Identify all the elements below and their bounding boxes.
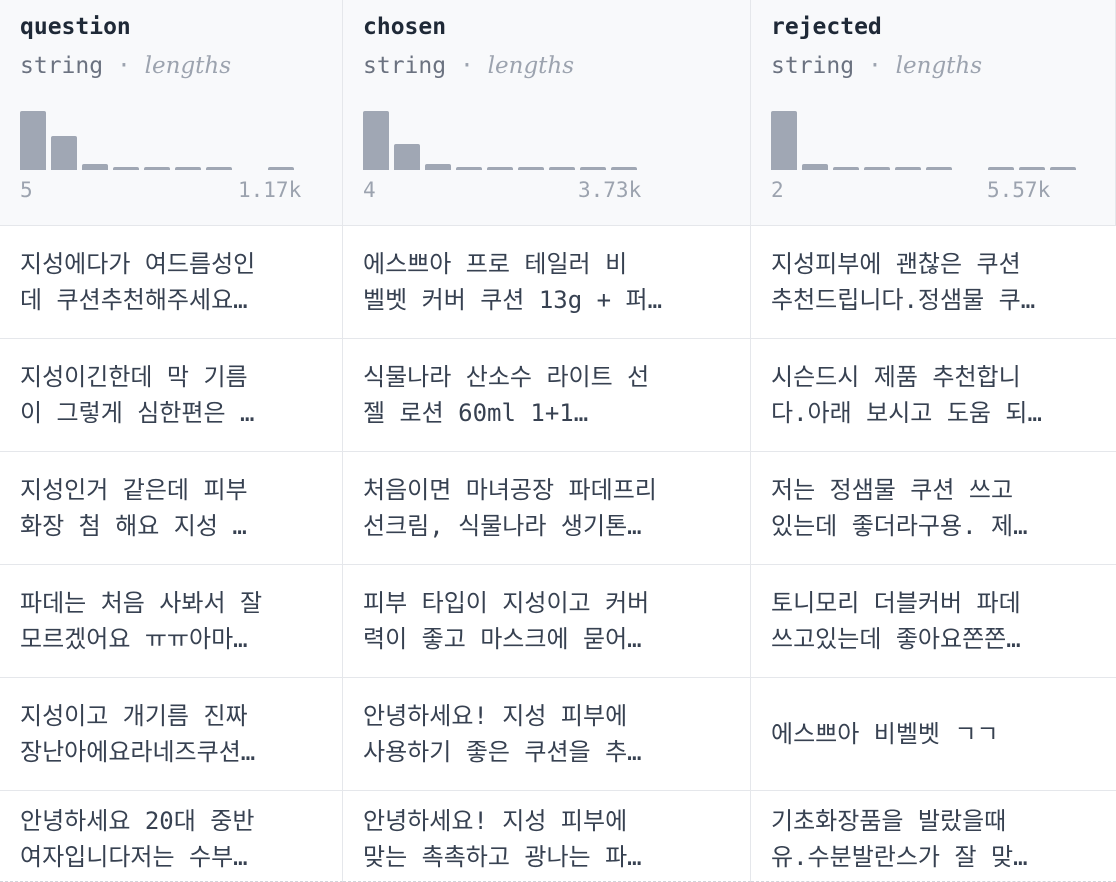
lengths-label: lengths [895, 53, 983, 79]
histogram-bar[interactable] [864, 167, 890, 170]
histogram-max: 1.17k [238, 178, 302, 202]
cell-text: 토니모리 더블커버 파데 쓰고있는데 좋아요쫀쫀… [771, 589, 1021, 653]
cell-text: 지성인거 같은데 피부 화장 첨 해요 지성 … [20, 476, 248, 540]
table-cell-rejected[interactable]: 토니모리 더블커버 파데 쓰고있는데 좋아요쫀쫀… [751, 565, 1116, 678]
cell-text: 지성피부에 괜찮은 쿠션 추천드립니다.정샘물 쿠… [771, 250, 1036, 314]
type-separator: · [116, 53, 131, 79]
histogram-bar[interactable] [802, 164, 828, 170]
histogram-bar[interactable] [833, 167, 859, 170]
histogram-bar[interactable] [20, 111, 46, 170]
histogram-bar[interactable] [51, 136, 77, 170]
column-header-question[interactable]: question string · lengths 5 1.17k [0, 0, 343, 226]
column-type: string · lengths [20, 53, 231, 79]
histogram-bar[interactable] [363, 111, 389, 170]
table-cell-question[interactable]: 지성인거 같은데 피부 화장 첨 해요 지성 … [0, 452, 343, 565]
table-cell-question[interactable]: 지성이고 개기름 진짜 장난아에요라네즈쿠션… [0, 678, 343, 791]
histogram-max: 3.73k [578, 178, 642, 202]
cell-text: 처음이면 마녀공장 파데프리 선크림, 식물나라 생기톤… [363, 476, 657, 540]
lengths-label: lengths [144, 53, 232, 79]
cell-text: 기초화장품을 발랐을때 유.수분발란스가 잘 맞… [771, 807, 1028, 871]
histogram-bar[interactable] [206, 167, 232, 170]
histogram-bar[interactable] [988, 167, 1014, 170]
cell-text: 지성이고 개기름 진짜 장난아에요라네즈쿠션… [20, 702, 256, 766]
histogram-bar[interactable] [771, 111, 797, 170]
cell-text: 안녕하세요! 지성 피부에 사용하기 좋은 쿠션을 추… [363, 702, 642, 766]
cell-text: 파데는 처음 사봐서 잘 모르겠어요 ㅠㅠ아마… [20, 589, 263, 653]
cell-text: 저는 정샘물 쿠션 쓰고 있는데 좋더라구용. 제… [771, 476, 1028, 540]
histogram-bar[interactable] [144, 167, 170, 170]
cell-text: 시슨드시 제품 추천합니 다.아래 보시고 도움 되… [771, 363, 1042, 427]
column-type: string · lengths [363, 53, 574, 79]
table-cell-rejected[interactable]: 지성피부에 괜찮은 쿠션 추천드립니다.정샘물 쿠… [751, 226, 1116, 339]
table-cell-chosen[interactable]: 식물나라 산소수 라이트 선 젤 로션 60ml 1+1… [343, 339, 751, 452]
table-cell-rejected[interactable]: 저는 정샘물 쿠션 쓰고 있는데 좋더라구용. 제… [751, 452, 1116, 565]
histogram-bar[interactable] [113, 167, 139, 170]
type-separator: · [867, 53, 882, 79]
cell-text: 에스쁘아 프로 테일러 비 벨벳 커버 쿠션 13g + 퍼… [363, 250, 663, 314]
length-histogram[interactable] [20, 100, 320, 170]
column-name: rejected [771, 14, 882, 40]
histogram-bar[interactable] [1019, 167, 1045, 170]
table-cell-chosen[interactable]: 처음이면 마녀공장 파데프리 선크림, 식물나라 생기톤… [343, 452, 751, 565]
length-histogram[interactable] [771, 100, 1076, 170]
table-cell-question[interactable]: 지성이긴한데 막 기름 이 그렇게 심한편은 … [0, 339, 343, 452]
histogram-bar[interactable] [580, 167, 606, 170]
type-label: string [20, 53, 104, 79]
cell-text: 에스쁘아 비벨벳 ㄱㄱ [771, 720, 999, 748]
cell-text: 안녕하세요 20대 중반 여자입니다저는 수부… [20, 807, 255, 871]
type-separator: · [459, 53, 474, 79]
column-name: question [20, 14, 131, 40]
cell-text: 지성이긴한데 막 기름 이 그렇게 심한편은 … [20, 363, 255, 427]
histogram-bar[interactable] [394, 144, 420, 170]
histogram-bar[interactable] [268, 167, 294, 170]
table-cell-chosen[interactable]: 안녕하세요! 지성 피부에 맞는 촉촉하고 광나는 파… [343, 791, 751, 882]
histogram-min: 5 [20, 178, 33, 202]
table-cell-question[interactable]: 안녕하세요 20대 중반 여자입니다저는 수부… [0, 791, 343, 882]
type-label: string [771, 53, 855, 79]
cell-text: 식물나라 산소수 라이트 선 젤 로션 60ml 1+1… [363, 363, 650, 427]
histogram-max: 5.57k [987, 178, 1051, 202]
table-cell-chosen[interactable]: 안녕하세요! 지성 피부에 사용하기 좋은 쿠션을 추… [343, 678, 751, 791]
histogram-bar[interactable] [611, 167, 637, 170]
lengths-label: lengths [487, 53, 575, 79]
histogram-bar[interactable] [487, 167, 513, 170]
histogram-bar[interactable] [895, 167, 921, 170]
table-cell-question[interactable]: 지성에다가 여드름성인 데 쿠션추천해주세요… [0, 226, 343, 339]
histogram-bar[interactable] [175, 167, 201, 170]
type-label: string [363, 53, 447, 79]
table-cell-rejected[interactable]: 기초화장품을 발랐을때 유.수분발란스가 잘 맞… [751, 791, 1116, 882]
column-type: string · lengths [771, 53, 982, 79]
cell-text: 안녕하세요! 지성 피부에 맞는 촉촉하고 광나는 파… [363, 807, 642, 871]
length-histogram[interactable] [363, 100, 663, 170]
table-cell-rejected[interactable]: 시슨드시 제품 추천합니 다.아래 보시고 도움 되… [751, 339, 1116, 452]
table-cell-question[interactable]: 파데는 처음 사봐서 잘 모르겠어요 ㅠㅠ아마… [0, 565, 343, 678]
column-name: chosen [363, 14, 447, 40]
histogram-bar[interactable] [456, 167, 482, 170]
table-cell-chosen[interactable]: 피부 타입이 지성이고 커버 력이 좋고 마스크에 묻어… [343, 565, 751, 678]
histogram-bar[interactable] [425, 164, 451, 170]
column-header-rejected[interactable]: rejected string · lengths 2 5.57k [751, 0, 1116, 226]
histogram-bar[interactable] [82, 164, 108, 170]
histogram-bar[interactable] [549, 167, 575, 170]
histogram-bar[interactable] [518, 167, 544, 170]
histogram-min: 4 [363, 178, 376, 202]
table-cell-chosen[interactable]: 에스쁘아 프로 테일러 비 벨벳 커버 쿠션 13g + 퍼… [343, 226, 751, 339]
table-cell-rejected[interactable]: 에스쁘아 비벨벳 ㄱㄱ [751, 678, 1116, 791]
cell-text: 지성에다가 여드름성인 데 쿠션추천해주세요… [20, 250, 256, 314]
cell-text: 피부 타입이 지성이고 커버 력이 좋고 마스크에 묻어… [363, 589, 650, 653]
histogram-bar[interactable] [926, 167, 952, 170]
histogram-bar[interactable] [1050, 167, 1076, 170]
histogram-min: 2 [771, 178, 784, 202]
column-header-chosen[interactable]: chosen string · lengths 4 3.73k [343, 0, 751, 226]
